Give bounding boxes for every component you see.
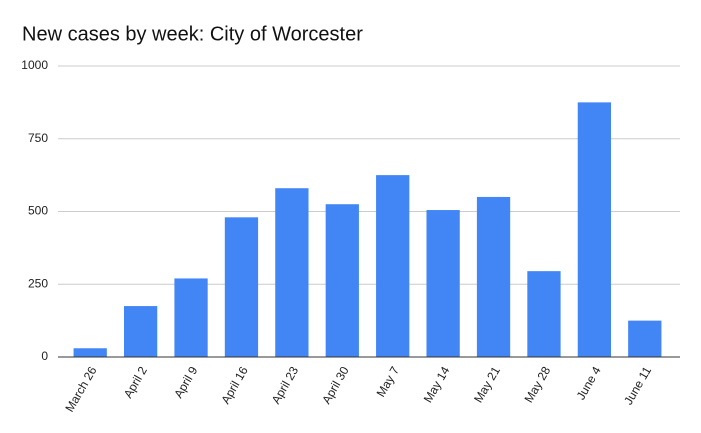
bar xyxy=(224,217,259,357)
y-tick-label: 750 xyxy=(28,131,48,145)
bar xyxy=(73,348,107,357)
y-tick-label: 1000 xyxy=(21,58,48,72)
bar xyxy=(527,271,561,357)
bar xyxy=(174,278,208,357)
y-tick-label: 0 xyxy=(41,349,48,363)
bar xyxy=(628,320,662,357)
bar xyxy=(325,204,359,357)
bar xyxy=(123,306,158,357)
bar xyxy=(426,210,460,357)
bar xyxy=(476,196,511,357)
bar xyxy=(577,102,612,357)
bar xyxy=(275,188,309,357)
chart-title: New cases by week: City of Worcester xyxy=(22,23,363,45)
y-tick-label: 250 xyxy=(28,276,48,290)
y-tick-label: 500 xyxy=(28,204,48,218)
bar xyxy=(376,175,410,357)
